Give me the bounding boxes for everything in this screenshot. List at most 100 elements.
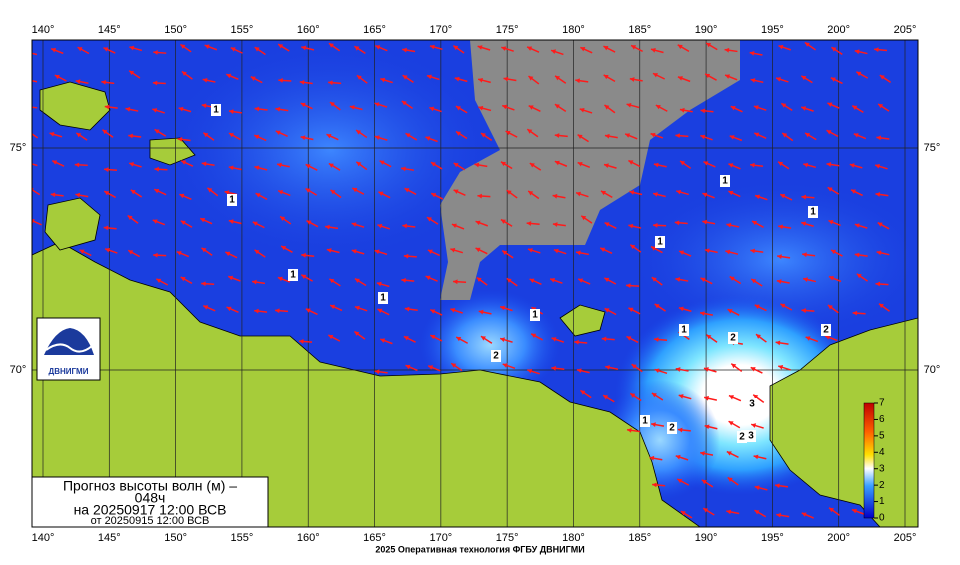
wave-arrow — [728, 190, 741, 198]
arrow-head — [756, 334, 761, 339]
arrow-head — [749, 51, 755, 56]
contour-label-box — [530, 309, 540, 321]
contour-label-box — [655, 236, 665, 248]
arrow-head — [580, 390, 586, 395]
arrow-head — [782, 132, 788, 138]
wave-arrow — [626, 102, 640, 109]
wave-arrow — [631, 363, 643, 373]
wave-arrow — [202, 77, 216, 83]
arrow-head — [154, 166, 159, 172]
wave-arrow — [577, 133, 589, 143]
arrow-head — [228, 109, 234, 115]
arrow-head — [875, 281, 881, 287]
wave-arrow — [803, 162, 817, 169]
wave-arrow — [326, 133, 339, 141]
arrow-head — [528, 190, 534, 196]
arrow-head — [278, 77, 283, 83]
arrow-head — [326, 248, 332, 253]
arrow-head — [675, 277, 681, 282]
lon-label: 205° — [894, 532, 917, 544]
colorbar-label: 7 — [879, 398, 885, 409]
wave-arrow — [153, 188, 167, 196]
arrow-head — [180, 277, 186, 282]
wave-arrow — [278, 77, 292, 83]
wave-arrow — [477, 45, 491, 51]
arrow-head — [700, 451, 705, 456]
arrow-head — [801, 194, 807, 200]
arrow-head — [702, 192, 708, 198]
arrow-head — [50, 192, 56, 198]
arrow-head — [531, 333, 537, 338]
wave-arrow — [376, 281, 390, 288]
arrow-head — [506, 190, 512, 195]
wave-arrow — [298, 339, 313, 344]
wave-arrow — [425, 136, 438, 143]
arrow-head — [804, 42, 810, 47]
wave-arrow — [579, 389, 592, 399]
arrow-head — [875, 164, 880, 169]
wave-arrow — [451, 223, 465, 230]
arrow-head — [551, 365, 557, 371]
arrow-head — [576, 191, 581, 197]
wave-arrow — [152, 219, 166, 226]
arrow-head — [529, 163, 535, 168]
contour-labels: 111112111122233212 — [211, 104, 831, 443]
wave-arrow — [774, 483, 789, 489]
arrow-head — [281, 246, 287, 251]
wave-arrow — [277, 43, 290, 52]
wave-arrow — [854, 252, 868, 258]
arrow-head — [700, 311, 705, 316]
colorbar-label: 6 — [879, 414, 885, 425]
arrow-head — [475, 247, 481, 253]
lon-label: 195° — [761, 532, 784, 544]
wave-arrow — [478, 105, 492, 112]
arrow-head — [628, 307, 634, 313]
arrow-head — [426, 74, 432, 80]
arrow-head — [456, 337, 462, 342]
colorbar-label: 0 — [879, 513, 885, 524]
wave-arrow — [79, 249, 92, 257]
wave-arrow — [328, 80, 342, 86]
wave-arrow — [275, 106, 289, 112]
wave-arrow — [876, 135, 890, 141]
lon-label: 155° — [231, 24, 254, 36]
arrow-head — [500, 305, 506, 311]
wave-arrow — [154, 128, 167, 137]
wave-arrow — [477, 193, 491, 199]
contour-label: 3 — [748, 431, 754, 442]
arrow-head — [501, 46, 507, 51]
contour-label-box — [746, 430, 756, 442]
wave-arrow — [775, 77, 789, 83]
wave-arrow — [552, 222, 566, 227]
arrow-head — [852, 105, 858, 110]
wave-arrow — [103, 167, 118, 172]
contour-label: 1 — [229, 195, 235, 206]
arrow-head — [750, 248, 756, 254]
colorbar-label: 1 — [879, 496, 885, 507]
arrow-head — [24, 50, 29, 55]
wave-arrow — [253, 134, 267, 142]
logo-wave — [45, 343, 93, 353]
lon-label: 185° — [628, 24, 651, 36]
wave-arrow — [827, 304, 839, 314]
wave-arrow — [275, 308, 289, 314]
wave-arrow — [154, 166, 168, 172]
arrow-head — [654, 337, 659, 342]
arrow-head — [129, 45, 135, 51]
wave-arrow — [153, 252, 167, 258]
arrow-head — [277, 276, 283, 282]
wave-arrow — [674, 220, 688, 226]
wave-arrow — [703, 395, 718, 401]
arrow-head — [576, 250, 581, 256]
arrow-head — [827, 304, 833, 310]
lon-label: 140° — [32, 532, 55, 544]
arrow-head — [450, 308, 456, 313]
wave-arrow — [551, 365, 565, 371]
arrow-head — [180, 44, 186, 49]
arrow-head — [480, 336, 486, 341]
arrow-head — [754, 485, 760, 491]
wave-arrow — [275, 130, 288, 137]
arrow-head — [128, 250, 134, 255]
wave-arrow — [700, 108, 714, 114]
lon-label: 195° — [761, 24, 784, 36]
